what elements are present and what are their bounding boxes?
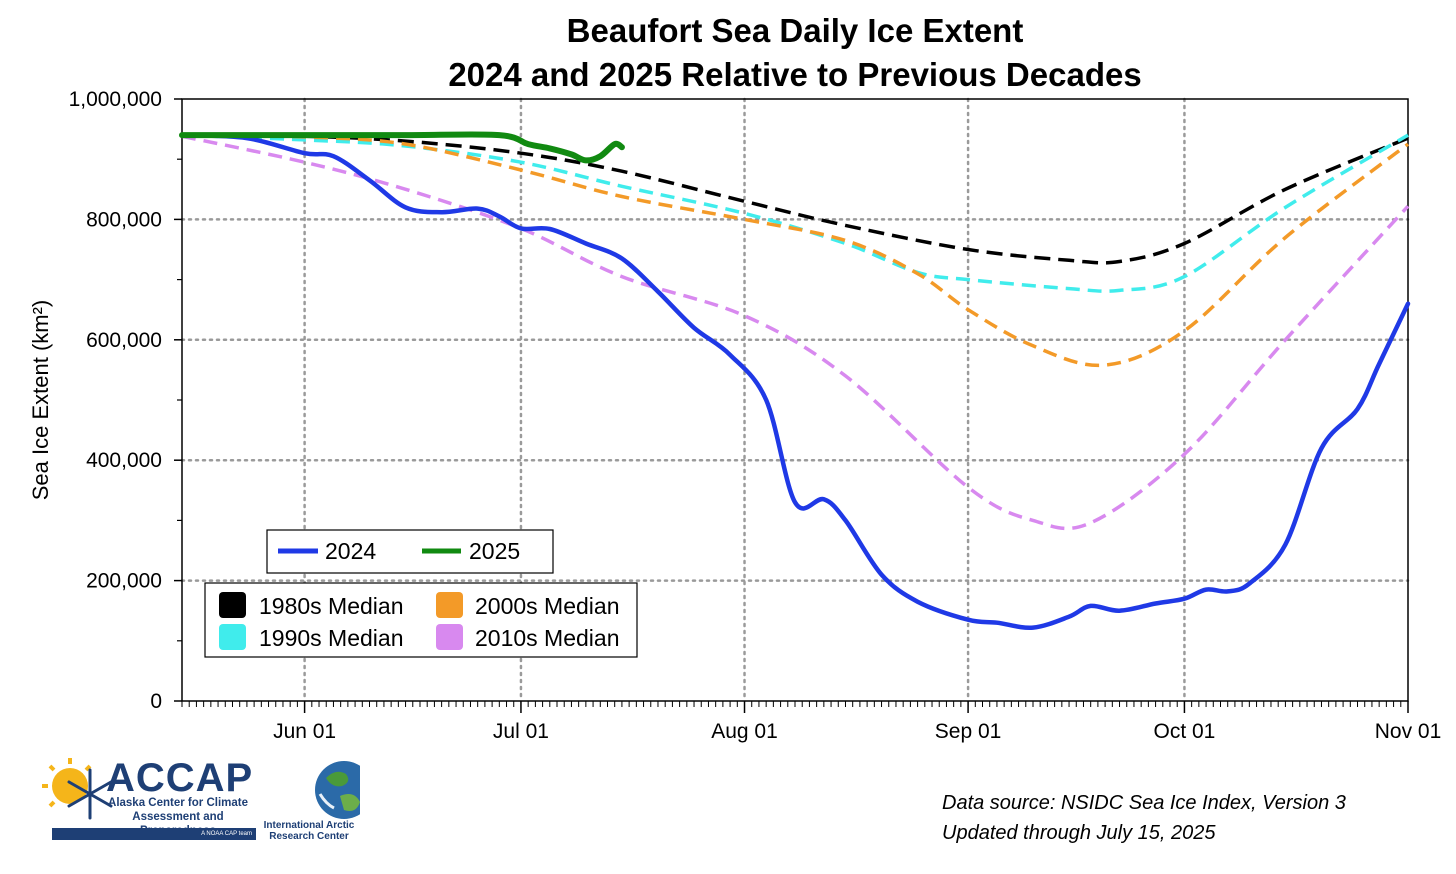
legend-label-2024: 2024 bbox=[325, 538, 376, 564]
series-lines bbox=[179, 131, 1411, 630]
chart-title: Beaufort Sea Daily Ice Extent bbox=[567, 12, 1024, 49]
x-tick-label: Nov 01 bbox=[1375, 720, 1442, 743]
legend-label-2000s: 2000s Median bbox=[475, 593, 620, 619]
iarc-label-line2: Research Center bbox=[269, 831, 349, 842]
legend-label-1990s: 1990s Median bbox=[259, 625, 404, 651]
legend-decades: 1980s Median 2000s Median 1990s Median 2… bbox=[204, 582, 638, 658]
updated-line: Updated through July 15, 2025 bbox=[942, 822, 1216, 844]
minor-ticks bbox=[181, 701, 1409, 707]
accap-wordmark: ACCAP bbox=[106, 756, 254, 800]
legend-decades-box bbox=[204, 582, 638, 658]
x-tick-label: Jul 01 bbox=[493, 720, 549, 743]
legend-swatch-1990s bbox=[219, 624, 246, 650]
y-axis-ticks: 0 200,000 400,000 600,000 800,000 1,000,000 bbox=[69, 88, 182, 713]
legend-swatch-2000s bbox=[436, 592, 463, 618]
sun-icon bbox=[42, 758, 92, 808]
data-source-note: Data source: NSIDC Sea Ice Index, Versio… bbox=[942, 788, 1346, 848]
logo-graphics bbox=[42, 758, 360, 820]
series-line-1990s-median bbox=[181, 133, 1409, 293]
y-tick-label: 200,000 bbox=[86, 570, 162, 593]
accap-logo: ACCAP Alaska Center for Climate Assessme… bbox=[40, 756, 360, 852]
y-tick-label: 600,000 bbox=[86, 329, 162, 352]
series-line-2000s-median bbox=[181, 133, 1410, 368]
y-axis-label: Sea Ice Extent (km²) bbox=[28, 300, 53, 501]
globe-icon bbox=[315, 761, 360, 819]
series-line-2010s-median bbox=[181, 134, 1410, 531]
gridlines bbox=[180, 97, 1410, 703]
legend-label-2010s: 2010s Median bbox=[475, 625, 620, 651]
y-tick-label: 400,000 bbox=[86, 449, 162, 472]
x-tick-label: Aug 01 bbox=[711, 720, 778, 743]
series-line-2024 bbox=[179, 132, 1411, 630]
legend-swatch-2010s bbox=[436, 624, 463, 650]
y-tick-label: 0 bbox=[150, 690, 162, 713]
data-source-line: Data source: NSIDC Sea Ice Index, Versio… bbox=[942, 792, 1346, 814]
x-tick-label: Sep 01 bbox=[935, 720, 1002, 743]
x-tick-label: Oct 01 bbox=[1153, 720, 1215, 743]
legend-label-1980s: 1980s Median bbox=[259, 593, 404, 619]
accap-tagline: A NOAA CAP team bbox=[52, 828, 256, 840]
y-tick-label: 800,000 bbox=[86, 208, 162, 231]
x-axis-ticks: Jun 01 Jul 01 Aug 01 Sep 01 Oct 01 Nov 01 bbox=[273, 701, 1441, 743]
series-line-2025 bbox=[179, 131, 625, 164]
legend-label-2025: 2025 bbox=[469, 538, 520, 564]
accap-subtitle-line1: Alaska Center for Climate bbox=[108, 797, 248, 809]
iarc-label-line1: International Arctic bbox=[263, 820, 355, 831]
legend-swatch-1980s bbox=[219, 592, 246, 618]
iarc-label: International Arctic Research Center bbox=[254, 820, 364, 842]
series-line-1980s-median bbox=[181, 133, 1409, 265]
x-tick-label: Jun 01 bbox=[273, 720, 336, 743]
y-tick-label: 1,000,000 bbox=[69, 88, 162, 111]
chart-subtitle: 2024 and 2025 Relative to Previous Decad… bbox=[448, 56, 1141, 93]
legend-main: 2024 2025 bbox=[266, 529, 554, 574]
snowflake-icon bbox=[67, 768, 113, 820]
